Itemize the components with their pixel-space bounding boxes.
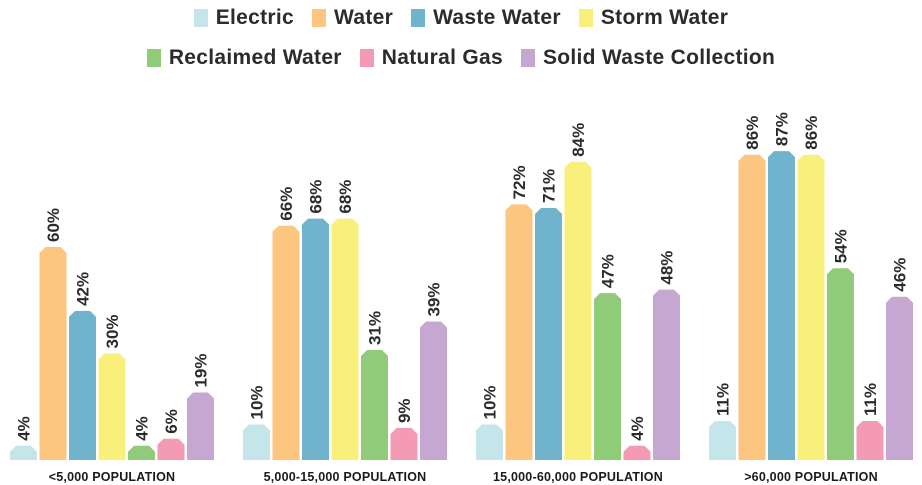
bar-storm-water-group-1 — [98, 353, 126, 460]
bar-water-group-1 — [39, 247, 67, 460]
bar-group-4: 11% 86% 87% 86% 54% 11% 46% — [709, 112, 913, 460]
bar-electric-group-4 — [709, 420, 736, 460]
bar-waste-water-group-4 — [768, 151, 795, 460]
legend-item-natural-gas: Natural Gas — [359, 46, 503, 70]
bar-label-electric-group-2: 10% — [248, 385, 267, 419]
legend-swatch-natural-gas — [359, 49, 374, 67]
legend-label-electric: Electric — [215, 6, 295, 29]
bar-label-solid-waste-collection-group-1: 19% — [192, 354, 211, 388]
legend-item-storm-water: Storm Water — [578, 6, 729, 30]
category-label-1: <5,000 POPULATION — [49, 470, 175, 484]
bar-water-group-2 — [272, 225, 300, 460]
bar-label-natural-gas-group-3: 4% — [628, 416, 647, 441]
bar-reclaimed-water-group-4 — [827, 268, 854, 460]
legend-label-natural-gas: Natural Gas — [381, 46, 503, 69]
bar-storm-water-group-3 — [564, 161, 592, 461]
legend-swatch-solid-waste-collection — [520, 49, 535, 67]
bar-label-natural-gas-group-1: 6% — [162, 409, 181, 434]
legend-label-reclaimed-water: Reclaimed Water — [168, 46, 342, 69]
legend-item-water: Water — [312, 6, 393, 30]
bar-label-storm-water-group-1: 30% — [103, 314, 122, 348]
legend-row-2: Reclaimed Water Natural Gas Solid Waste … — [0, 46, 922, 70]
legend-swatch-reclaimed-water — [146, 49, 161, 67]
legend-label-storm-water: Storm Water — [600, 6, 729, 29]
bar-label-water-group-1: 60% — [44, 208, 63, 242]
bar-label-storm-water-group-2: 68% — [336, 180, 355, 214]
bar-label-electric-group-4: 11% — [714, 383, 733, 416]
bar-label-storm-water-group-3: 84% — [569, 123, 588, 157]
bar-label-reclaimed-water-group-2: 31% — [366, 311, 385, 345]
bar-label-reclaimed-water-group-4: 54% — [832, 229, 851, 263]
bar-label-waste-water-group-2: 68% — [307, 180, 326, 214]
bar-group-2: 10% 66% 68% 68% 31% 9% 39% — [243, 180, 447, 460]
bar-label-water-group-2: 66% — [277, 187, 296, 221]
bar-label-reclaimed-water-group-1: 4% — [133, 416, 152, 441]
bar-solid-waste-collection-group-4 — [886, 296, 913, 460]
bar-reclaimed-water-group-3 — [594, 293, 621, 460]
bar-label-waste-water-group-4: 87% — [773, 112, 792, 146]
bar-natural-gas-group-1 — [157, 438, 185, 460]
legend-label-solid-waste-collection: Solid Waste Collection — [542, 46, 776, 69]
bar-waste-water-group-3 — [535, 207, 562, 460]
legend-item-solid-waste-collection: Solid Waste Collection — [520, 46, 776, 70]
legend-swatch-storm-water — [578, 9, 593, 27]
bar-label-solid-waste-collection-group-4: 46% — [891, 258, 910, 292]
legend-item-waste-water: Waste Water — [411, 6, 561, 30]
bar-group-3: 10% 72% 71% 84% 47% 4% 48% — [476, 123, 680, 461]
legend-item-reclaimed-water: Reclaimed Water — [146, 46, 342, 70]
bar-label-storm-water-group-4: 86% — [802, 116, 821, 150]
bar-waste-water-group-2 — [302, 218, 329, 460]
bar-reclaimed-water-group-2 — [361, 349, 388, 460]
bar-natural-gas-group-2 — [390, 428, 418, 460]
bar-label-natural-gas-group-2: 9% — [395, 398, 414, 423]
bar-electric-group-1 — [10, 445, 37, 460]
bar-label-water-group-3: 72% — [510, 165, 529, 199]
category-label-4: >60,000 POPULATION — [744, 470, 878, 484]
bar-label-solid-waste-collection-group-2: 39% — [425, 283, 444, 317]
bar-label-water-group-4: 86% — [743, 116, 762, 150]
bar-electric-group-2 — [243, 424, 270, 460]
bar-electric-group-3 — [476, 424, 503, 460]
bar-solid-waste-collection-group-1 — [187, 392, 214, 460]
bar-label-electric-group-3: 10% — [481, 385, 500, 419]
legend-item-electric: Electric — [193, 6, 295, 30]
bar-water-group-4 — [738, 154, 766, 460]
bar-label-waste-water-group-1: 42% — [74, 272, 93, 306]
bar-solid-waste-collection-group-3 — [653, 289, 680, 460]
bar-waste-water-group-1 — [69, 310, 96, 460]
bar-label-solid-waste-collection-group-3: 48% — [658, 251, 677, 285]
bar-solid-waste-collection-group-2 — [420, 321, 447, 460]
legend-swatch-water — [312, 9, 327, 27]
bar-natural-gas-group-4 — [856, 420, 884, 460]
legend-swatch-electric — [193, 9, 208, 27]
bar-reclaimed-water-group-1 — [128, 445, 155, 460]
bar-label-waste-water-group-3: 71% — [540, 169, 559, 203]
bar-label-reclaimed-water-group-3: 47% — [599, 254, 618, 288]
bar-label-natural-gas-group-4: 11% — [861, 383, 880, 416]
legend-swatch-waste-water — [411, 9, 426, 27]
bar-storm-water-group-2 — [331, 218, 359, 460]
bar-group-1: 4% 60% 42% 30% 4% 6% 19% — [10, 208, 214, 460]
bar-label-electric-group-1: 4% — [15, 416, 34, 441]
category-label-2: 5,000-15,000 POPULATION — [264, 470, 427, 484]
legend: Electric Water Waste Water Storm Water R… — [0, 0, 922, 80]
legend-label-waste-water: Waste Water — [433, 6, 561, 29]
bar-natural-gas-group-3 — [623, 445, 651, 460]
category-label-3: 15,000-60,000 POPULATION — [493, 470, 663, 484]
legend-label-water: Water — [334, 6, 394, 29]
bar-storm-water-group-4 — [797, 154, 825, 460]
legend-row-1: Electric Water Waste Water Storm Water — [0, 6, 922, 30]
bar-water-group-3 — [505, 204, 533, 460]
